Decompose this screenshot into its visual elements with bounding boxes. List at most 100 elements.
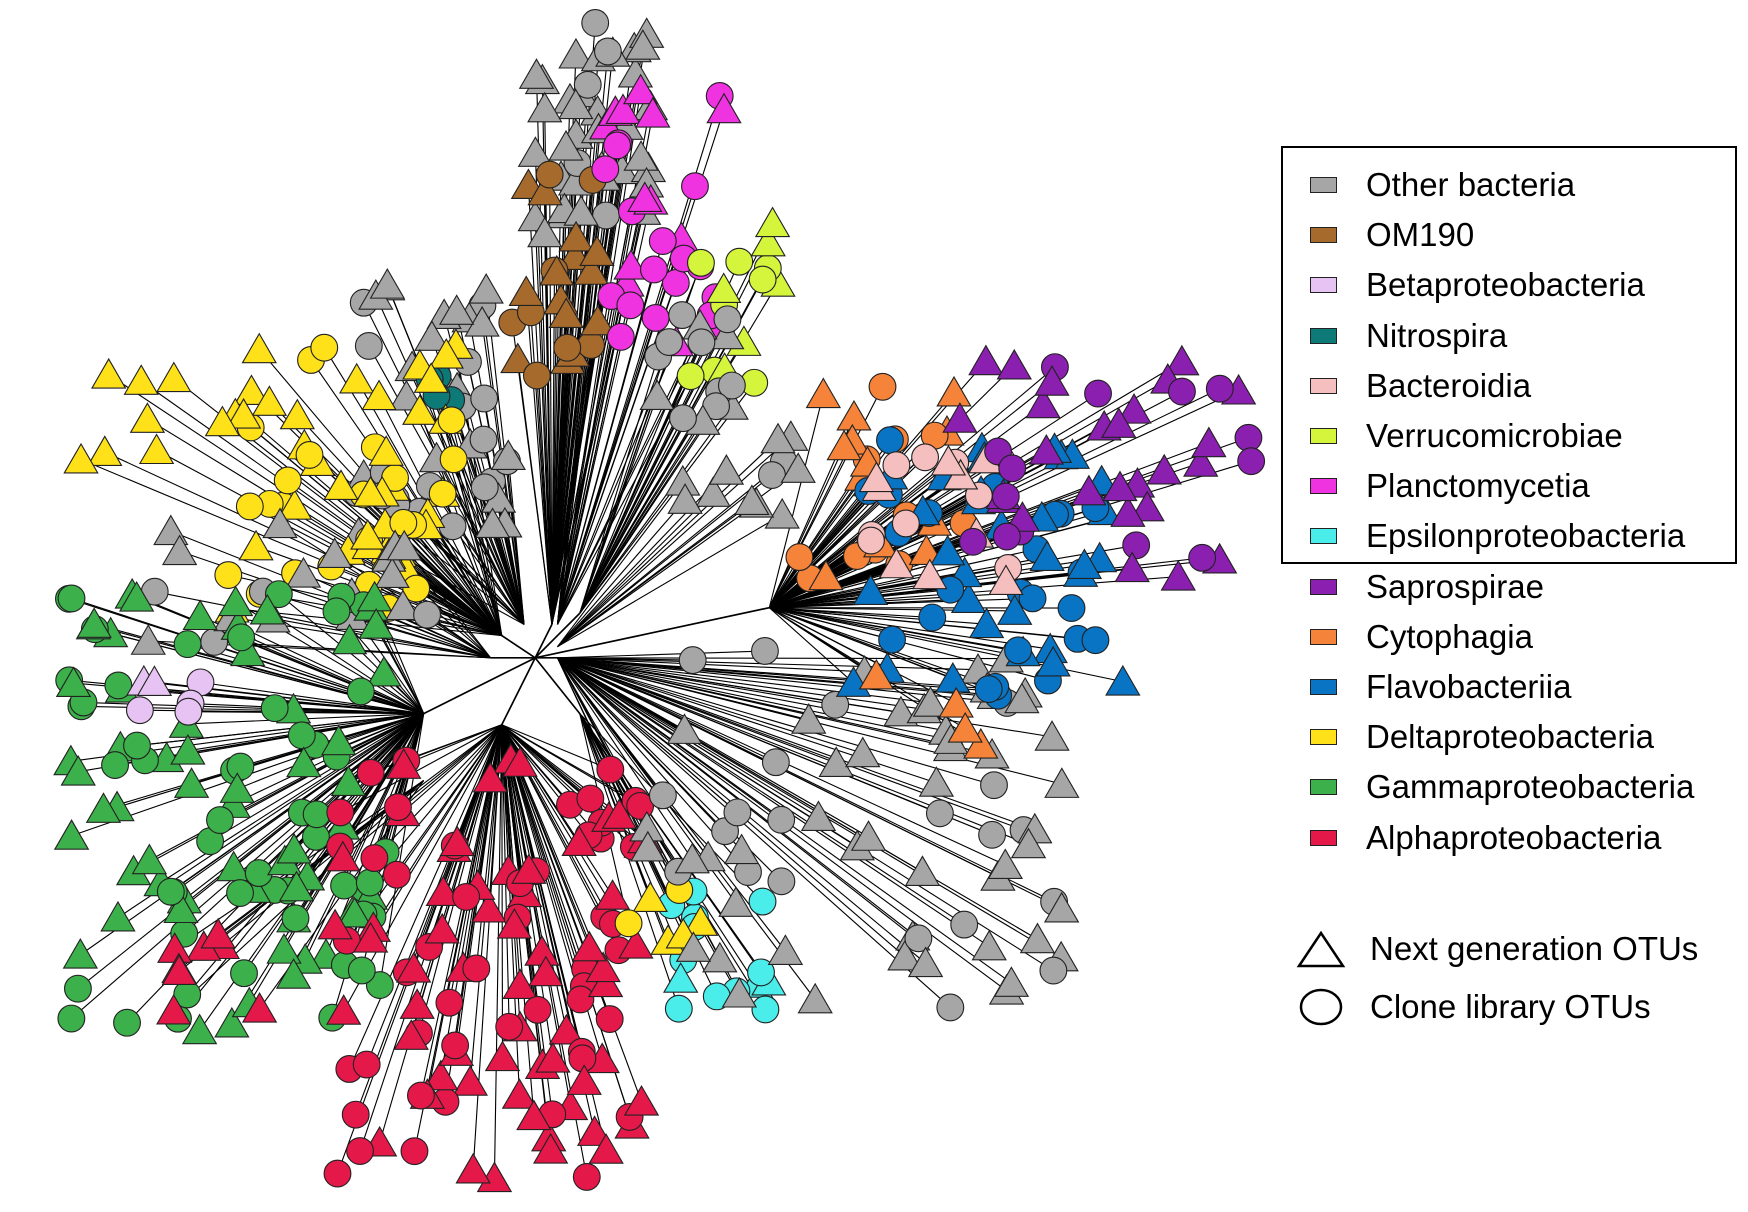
otu-triangle-other — [767, 934, 804, 965]
otu-triangle-gamma — [219, 772, 255, 803]
otu-triangle-other — [527, 91, 563, 123]
otu-triangle-gamma — [278, 870, 315, 902]
otu-circle-flavo — [918, 603, 947, 632]
otu-circle-other — [713, 305, 742, 334]
tree-branch — [534, 624, 553, 659]
otu-triangle-sapro — [942, 402, 978, 433]
otu-triangle-other — [797, 982, 833, 1014]
otu-circle-sapro — [1122, 531, 1151, 560]
legend-label: Gammaproteobacteria — [1366, 768, 1695, 806]
tree-branch — [343, 713, 425, 886]
legend-item-cyto: Cytophagia — [1283, 612, 1735, 662]
otu-circle-alpha — [495, 1012, 524, 1041]
otu-triangle-gamma — [266, 933, 302, 964]
tree-branch — [557, 657, 1007, 660]
otu-circle-other — [687, 328, 716, 357]
otu-circle-gamma — [101, 751, 129, 780]
otu-triangle-alpha — [241, 992, 278, 1023]
tree-branch — [579, 342, 702, 614]
otu-triangle-other — [385, 589, 421, 621]
tree-branch — [557, 657, 995, 786]
otu-circle-other — [1039, 956, 1068, 985]
otu-triangle-sapro — [1191, 426, 1227, 458]
otu-triangle-other — [708, 454, 745, 485]
otu-triangle-om190 — [548, 297, 584, 329]
otu-triangle-other — [1019, 922, 1056, 954]
otu-circle-gamma — [226, 879, 254, 907]
tree-branch — [556, 240, 664, 625]
legend-item-delta: Deltaproteobacteria — [1283, 712, 1735, 762]
legend-label: Flavobacteriia — [1366, 667, 1572, 705]
otu-triangle-cyto — [947, 711, 983, 743]
otu-triangle-alpha — [325, 840, 361, 872]
otu-circle-alpha — [596, 755, 625, 784]
otu-triangle-alpha — [571, 930, 608, 962]
tree-branch — [423, 657, 536, 715]
otu-triangle-alpha — [601, 798, 638, 829]
otu-triangle-other — [625, 29, 661, 60]
legend-label: Alphaproteobacteria — [1366, 818, 1662, 856]
otu-triangle-sapro — [1028, 434, 1065, 465]
otu-circle-planc — [681, 172, 709, 201]
otu-triangle-sapro — [996, 348, 1032, 380]
tree-branch — [556, 336, 622, 625]
otu-circle-other — [678, 646, 707, 675]
tree-branch — [769, 574, 930, 609]
otu-circle-planc — [591, 155, 620, 184]
otu-triangle-gamma — [330, 765, 367, 796]
tree-branch — [557, 470, 727, 648]
tree-branch — [557, 657, 1035, 830]
otu-triangle-delta — [350, 518, 386, 550]
legend-label: Bacteroidia — [1366, 366, 1532, 404]
legend-item-beta: Betaproteobacteria — [1283, 260, 1735, 310]
otu-triangle-planc — [627, 181, 663, 213]
otu-triangle-gamma — [276, 832, 312, 864]
otu-circle-planc — [603, 131, 632, 160]
triangle-icon — [1296, 930, 1346, 968]
otu-triangle-beta — [136, 665, 173, 696]
otu-triangle-delta — [225, 397, 262, 429]
otu-triangle-alpha — [471, 891, 507, 923]
otu-triangle-other — [850, 820, 887, 851]
legend-label: Nitrospira — [1366, 316, 1508, 354]
tree-branch — [556, 111, 616, 625]
tree-branch — [342, 724, 503, 858]
otu-circle-gamma — [173, 630, 202, 659]
otu-circle-other — [925, 799, 954, 828]
otu-triangle-cyto — [805, 377, 842, 409]
otu-circle-gamma — [57, 584, 86, 613]
otu-circle-alpha — [462, 954, 491, 983]
otu-triangle-sapro — [1129, 490, 1165, 522]
tree-branch — [378, 395, 503, 636]
tree-branch — [190, 702, 424, 715]
otu-circle-delta — [614, 909, 643, 938]
tree-branch — [501, 724, 591, 799]
otu-triangle-other — [667, 483, 703, 514]
otu-triangle-sapro — [1114, 551, 1150, 583]
tree-branch — [557, 436, 792, 648]
otu-triangle-cyto — [808, 559, 844, 591]
otu-circle-gamma — [281, 904, 310, 933]
otu-triangle-other — [721, 976, 758, 1008]
otu-triangle-planc — [622, 73, 659, 105]
otu-triangle-gamma — [366, 655, 402, 687]
otu-triangle-flavo — [1029, 540, 1065, 572]
otu-triangle-flavo — [1066, 548, 1103, 580]
otu-circle-planc — [606, 322, 635, 351]
otu-triangle-alpha — [594, 879, 631, 910]
otu-triangle-other — [695, 476, 731, 507]
otu-triangle-gamma — [331, 623, 368, 655]
tree-branch — [266, 610, 425, 715]
otu-triangle-delta — [352, 475, 389, 507]
otu-circle-flavo — [1004, 636, 1032, 665]
otu-triangle-other — [907, 946, 944, 978]
tree-branch — [768, 607, 854, 684]
otu-triangle-delta — [682, 905, 719, 936]
legend-swatch-planc — [1310, 478, 1337, 495]
otu-triangle-other — [639, 379, 675, 410]
tree-branch — [419, 365, 503, 636]
otu-triangle-other — [563, 195, 599, 226]
tree-branch — [551, 271, 558, 625]
otu-triangle-gamma — [217, 585, 254, 617]
otu-triangle-alpha — [472, 761, 509, 793]
